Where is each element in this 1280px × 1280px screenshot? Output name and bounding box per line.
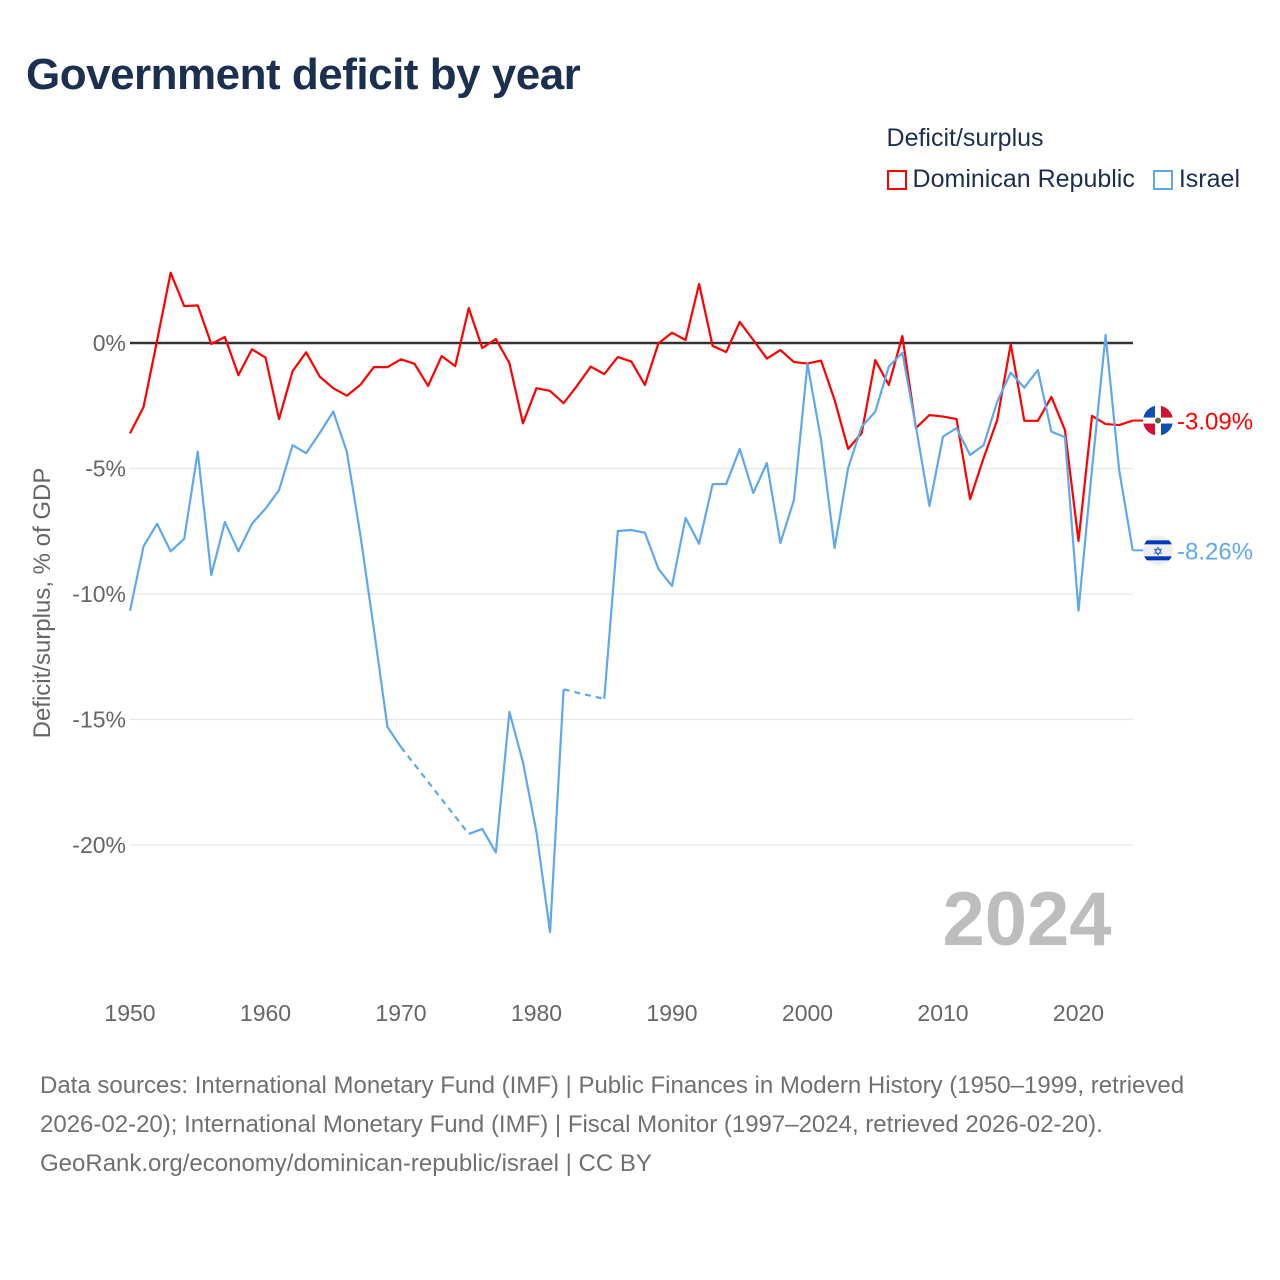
legend-label: Israel: [1178, 165, 1240, 193]
footer: Data sources: International Monetary Fun…: [40, 1066, 1240, 1183]
legend-swatch-dominican-republic: [886, 169, 907, 190]
star-of-david-icon: ✡: [1153, 544, 1163, 558]
flag-israel-icon: ✡: [1143, 535, 1173, 566]
series-line-israel: [468, 689, 565, 934]
legend-title: Deficit/surplus: [886, 124, 1044, 152]
series-gap-israel: [563, 688, 605, 700]
flag-dominican-republic-icon: [1143, 405, 1173, 436]
year-watermark: 2024: [942, 877, 1111, 962]
x-tick-label: 2000: [782, 1000, 833, 1026]
end-value-label-israel: -8.26%: [1177, 538, 1253, 565]
flag-stripe: [1143, 540, 1173, 545]
x-tick-label: 1960: [240, 1000, 291, 1026]
legend-swatch-israel: [1152, 169, 1173, 190]
legend-label: Dominican Republic: [912, 165, 1135, 193]
x-tick-label: 1950: [104, 1000, 155, 1026]
legend-item-dominican-republic[interactable]: Dominican Republic: [886, 165, 1135, 194]
x-tick-label: 1980: [511, 1000, 562, 1026]
series-line-dominican-republic: [129, 271, 1134, 543]
flag-stripe: [1143, 556, 1173, 561]
flag-body: [1143, 405, 1173, 436]
y-tick-label: -20%: [72, 832, 126, 858]
flag-emblem: [1155, 417, 1161, 424]
x-tick-label: 2010: [917, 1000, 968, 1026]
y-tick-label: -5%: [85, 456, 126, 482]
end-value-label-dominican-republic: -3.09%: [1177, 409, 1253, 436]
series-gap-israel: [400, 746, 470, 835]
legend: Deficit/surplus Dominican Republic Israe…: [886, 124, 1240, 194]
flag-quarter: [1161, 405, 1173, 418]
flag-quarter: [1143, 423, 1155, 436]
y-axis-label: Deficit/surplus, % of GDP: [29, 468, 56, 739]
series-line-israel: [128, 410, 402, 748]
y-tick-label: -15%: [72, 707, 126, 733]
flag-quarter: [1161, 423, 1173, 436]
chart-plot: 0% -5% -10% -15% -20% 1950 1960 1970 1980 1990 200…: [29, 271, 1253, 1026]
series-line-israel: [603, 333, 1134, 700]
legend-item-israel[interactable]: Israel: [1152, 165, 1240, 194]
flag-quarter: [1143, 405, 1155, 418]
flag-body: ✡: [1143, 535, 1173, 566]
y-tick-label: -10%: [72, 581, 126, 607]
x-tick-label: 2020: [1053, 1000, 1104, 1026]
x-tick-label: 1990: [646, 1000, 697, 1026]
credit-link[interactable]: GeoRank.org/economy/dominican-republic/i…: [40, 1150, 652, 1177]
x-tick-label: 1970: [375, 1000, 426, 1026]
data-sources: Data sources: International Monetary Fun…: [40, 1072, 1185, 1138]
y-tick-label: 0%: [93, 330, 126, 356]
chart-title: Government deficit by year: [26, 50, 581, 99]
